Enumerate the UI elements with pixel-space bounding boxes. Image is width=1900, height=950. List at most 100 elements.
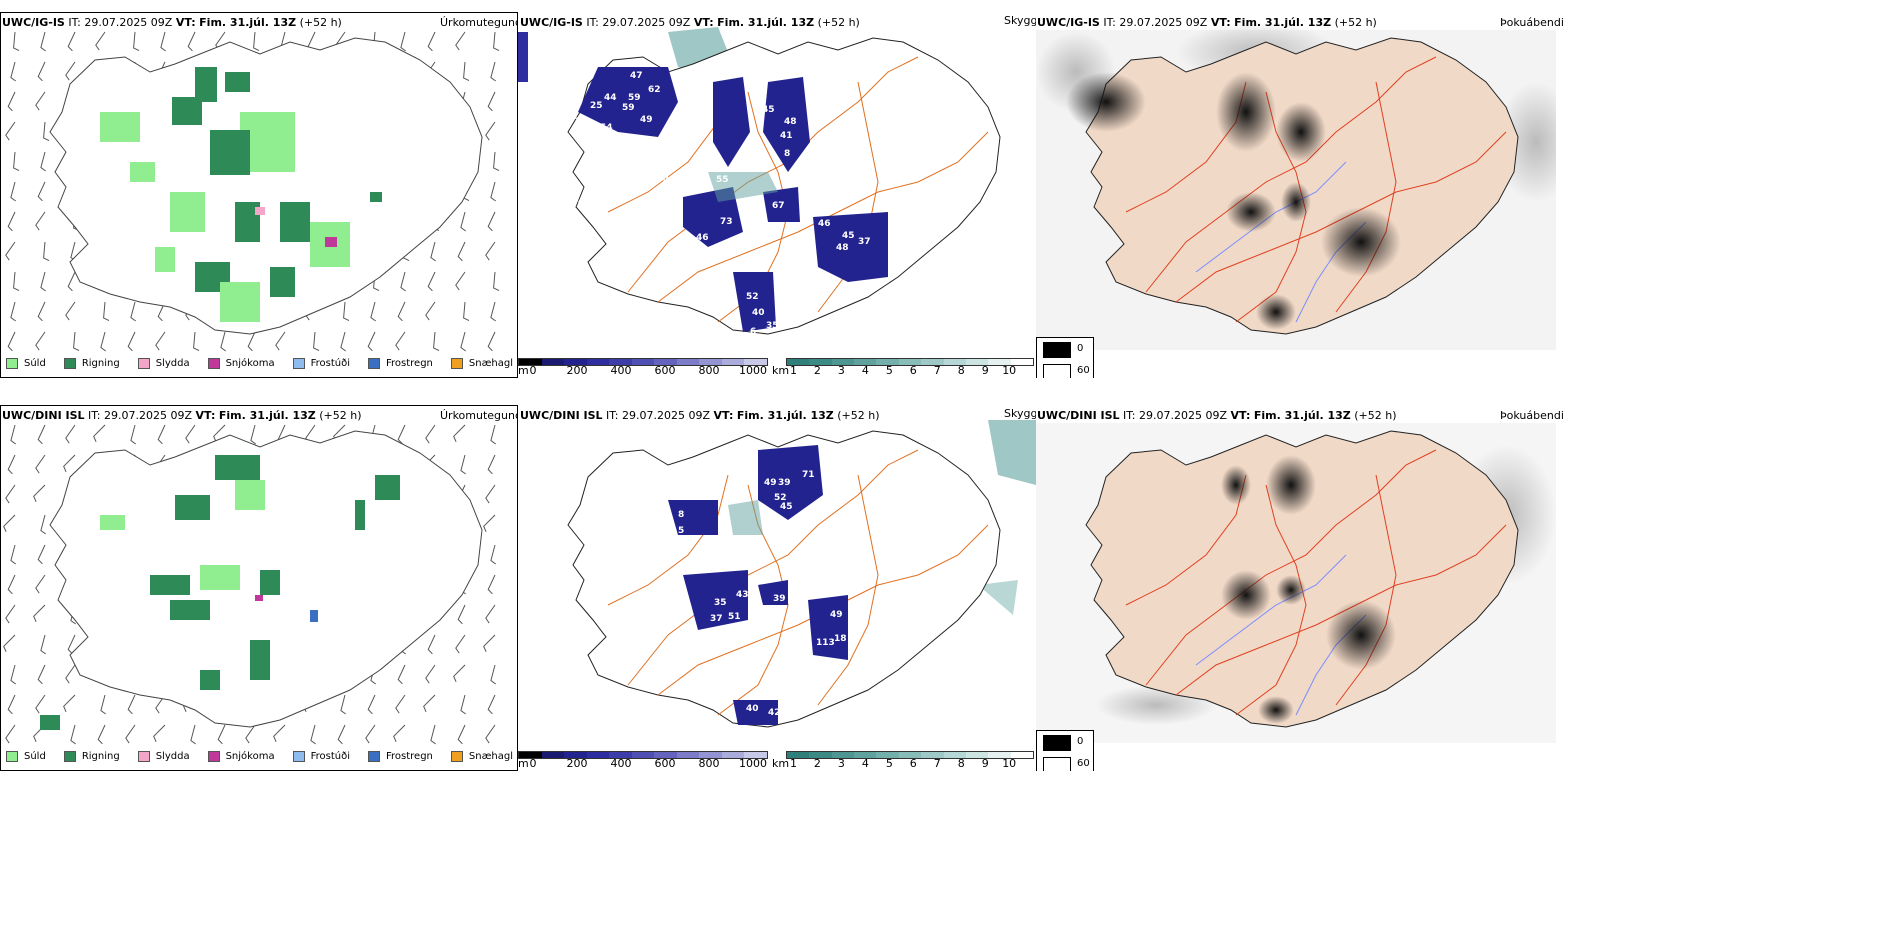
colorbar-segment [1010,359,1033,365]
wind-barb [130,424,136,445]
legend-item: Slydda [137,358,190,369]
wind-barb [490,301,496,322]
colorbar-segment [988,359,1011,365]
fog-legend-white [1043,757,1071,771]
tick-label: 600 [654,364,676,377]
colorbar-segment [631,752,655,758]
colorbar-segment [921,752,944,758]
wind-barb [460,331,466,352]
wind-barb [37,61,46,82]
wind-barb [93,424,106,442]
legend-swatch [63,751,76,762]
tick-label: 1 [789,757,797,770]
it-label: IT: [1123,409,1136,422]
wind-barb [37,664,46,685]
colorbar-segment [943,752,966,758]
wind-barb [73,331,80,352]
colorbar-segment [1010,752,1033,758]
wind-barb [7,454,16,475]
ceiling-label: 46 [818,219,831,229]
init-time: 29.07.2025 09Z [104,409,193,422]
model-name: UWC/IG-IS [1037,16,1100,29]
wind-barb [490,424,496,445]
init-time: 29.07.2025 09Z [622,409,711,422]
wind-barb [460,694,466,715]
fog-legend-white [1043,364,1071,378]
ceiling-label: 39 [778,478,791,488]
vt-label: VT: [175,16,196,29]
colorbar-segment [965,359,989,365]
wind-barb [35,211,46,231]
wind-barb [127,694,136,715]
model-name: UWC/IG-IS [520,16,583,29]
colorbar-segment [541,752,565,758]
wind-barb [340,331,346,352]
wind-barb [485,484,496,504]
wind-barb [463,61,470,82]
lead-time: (+52 h) [299,16,342,29]
fog-legend-black [1043,735,1071,751]
colorbar-segment [654,752,677,758]
wind-barb [7,91,16,112]
ceiling-label: 41 [578,197,591,207]
ceiling-label: 73 [720,217,733,227]
wind-barb [485,241,496,261]
wind-barb [400,31,406,52]
it-label: IT: [586,16,599,29]
ceiling-label: 38 [574,117,587,127]
panel-frame [0,405,518,771]
sea-fog-area [978,580,1018,615]
wind-barb [67,271,76,292]
valid-time: Fim. 31.júl. 13Z [717,16,815,29]
ceiling-label: 113 [816,638,835,648]
wind-barb [455,271,466,291]
precip-panel-row1: Súld Rigning Slydda Snjókoma Frostúði Frostre… [0,12,518,378]
wind-barb [253,31,260,52]
wind-barb [457,724,466,745]
wind-barb [427,271,436,292]
wind-barb [10,544,16,565]
legend-item: Rigning [63,358,120,369]
wind-barb [457,604,466,625]
legend-label: Frostúði [310,751,350,762]
ceiling-label: 55 [716,175,729,185]
tick-label: 2 [813,364,821,377]
wind-barb [160,31,166,52]
wind-barb [430,241,436,262]
colorbar-segment [586,359,610,365]
ceiling-label: 37 [858,237,871,247]
wind-barb [423,694,436,712]
legend-item: Snjókoma [207,358,275,369]
colorbar-segment [921,359,944,365]
panel-title: UWC/IG-IS IT: 29.07.2025 09Z VT: Fim. 31… [2,16,342,29]
wind-barb [5,724,16,744]
ceiling-label: 40 [746,704,759,714]
ceiling-label: 54 [600,123,613,133]
wind-barb [460,454,466,475]
wind-barb [35,331,46,351]
precip-areas [40,455,400,730]
legend-label: Slydda [155,751,190,762]
tick-label: 200 [566,364,588,377]
fog-legend: 0 60 [1036,730,1094,771]
ceiling-colorbar [518,358,768,366]
fog-areas [1066,72,1401,330]
wind-barb [40,634,46,655]
lead-time: (+52 h) [1354,409,1397,422]
wind-barb [213,424,226,442]
wind-barb [193,331,200,352]
panel-title: UWC/DINI ISL IT: 29.07.2025 09Z VT: Fim.… [520,409,880,422]
fog-map [1036,22,1556,350]
wind-barb [367,331,376,352]
wind-barb [487,574,496,595]
colorbar-segment [876,752,899,758]
colorbar-segment [809,359,832,365]
tick-label: 1 [789,364,797,377]
wind-barb [63,454,76,472]
wind-barb [40,31,46,52]
legend-swatch [450,751,463,762]
legend-swatch [368,751,380,762]
wind-barb [370,301,376,322]
wind-barb [487,211,496,232]
